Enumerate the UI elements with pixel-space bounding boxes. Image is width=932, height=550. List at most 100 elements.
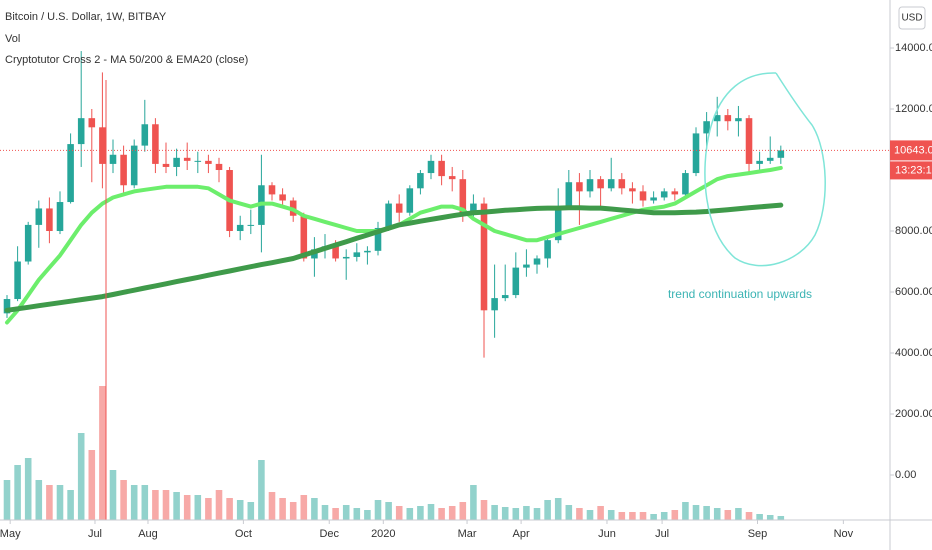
volume-bar [56, 485, 64, 520]
candle-body [152, 124, 159, 164]
volume-bar [67, 490, 74, 520]
currency-button-label[interactable]: USD [901, 13, 922, 24]
candle-body [523, 264, 530, 268]
x-tick-label: Jun [598, 528, 616, 540]
candle-body [576, 182, 583, 192]
candle-body [162, 163, 170, 167]
volume-label: Vol [5, 33, 20, 45]
volume-bar [130, 485, 138, 520]
candle-body [650, 197, 657, 201]
candle-body [713, 115, 721, 122]
x-tick-label: Jul [655, 528, 669, 540]
volume-bar [597, 506, 604, 520]
volume-bar [247, 502, 255, 520]
volume-bar [576, 508, 583, 520]
y-tick-label: 4000.00 [895, 347, 932, 359]
volume-bar [756, 514, 763, 520]
candle-body [597, 179, 604, 189]
ellipse-drawing [704, 72, 826, 267]
volume-bar [629, 512, 636, 520]
volume-bar [777, 516, 785, 520]
candle-body [745, 118, 753, 164]
volume-bar [162, 490, 170, 520]
candle-body [501, 295, 509, 299]
candle-body [682, 173, 689, 195]
candle-body [46, 208, 53, 232]
volume-bar [554, 498, 562, 520]
volume-bar [279, 498, 286, 520]
volume-bar [501, 507, 509, 520]
candle-body [660, 191, 668, 198]
plot [3, 51, 785, 520]
volume-bar [215, 490, 223, 520]
y-tick-label: 14000.00 [895, 42, 932, 54]
candle-body [247, 224, 255, 226]
candle-body [448, 176, 456, 180]
volume-bar [268, 492, 276, 520]
candle-body [417, 173, 424, 189]
volume-bar [417, 506, 424, 520]
volume-bar [226, 498, 233, 520]
candle-body [470, 203, 477, 213]
moving-average-line [4, 202, 784, 313]
volume-bar [14, 465, 21, 520]
y-tick-label: 0.00 [895, 469, 916, 481]
x-tick-label: Sep [748, 528, 768, 540]
volume-bar [289, 502, 297, 520]
x-tick-label: Jul [88, 528, 102, 540]
volume-bar [618, 512, 626, 520]
candle-body [406, 188, 414, 213]
volume-bar [650, 514, 657, 520]
candle-body [512, 267, 520, 296]
volume-bar [586, 510, 594, 520]
candle-body [703, 121, 710, 134]
volume-bar [766, 515, 774, 520]
volume-bar [533, 508, 541, 520]
candle-body [236, 224, 244, 232]
volume-bar [374, 500, 382, 520]
x-tick-label: Mar [458, 528, 477, 540]
candle-body [607, 179, 615, 189]
candle-body [24, 224, 32, 262]
volume-bar [332, 508, 339, 520]
x-tick-label: Dec [319, 528, 339, 540]
volume-bar [311, 498, 318, 520]
last-price-box [890, 140, 932, 161]
candle-body [332, 246, 339, 259]
candle-body [300, 215, 308, 259]
candle-body [554, 206, 562, 241]
volume-bar [77, 433, 85, 520]
candle-body [353, 252, 361, 257]
candle-body [427, 160, 435, 174]
volume-bar [321, 505, 329, 520]
volume-bar [3, 480, 11, 520]
x-tick-label: Aug [138, 528, 158, 540]
volume-bar [88, 450, 96, 520]
candle-body [639, 191, 647, 201]
candle-body [671, 191, 679, 195]
candle-body [618, 179, 626, 189]
y-tick-label: 12000.00 [895, 103, 932, 115]
volume-bar [703, 506, 710, 520]
volume-bar [427, 504, 435, 520]
volume-bar [692, 505, 700, 520]
volume-bar [682, 502, 689, 520]
x-tick-label: Nov [834, 528, 854, 540]
candle-body [35, 208, 43, 225]
volume-bar [671, 510, 679, 520]
currency-button[interactable] [898, 6, 926, 30]
candle-body [56, 202, 64, 232]
volume-bar [183, 495, 191, 520]
volume-bar [24, 458, 32, 520]
candle-body [67, 144, 74, 203]
volume-bar [395, 506, 403, 520]
candle-body [342, 256, 350, 259]
volume-bar [544, 500, 551, 520]
volume-bar [194, 495, 202, 520]
candle-body [395, 203, 403, 213]
candle-body [14, 261, 21, 300]
candle-body [130, 145, 138, 186]
volume-bar [724, 510, 732, 520]
